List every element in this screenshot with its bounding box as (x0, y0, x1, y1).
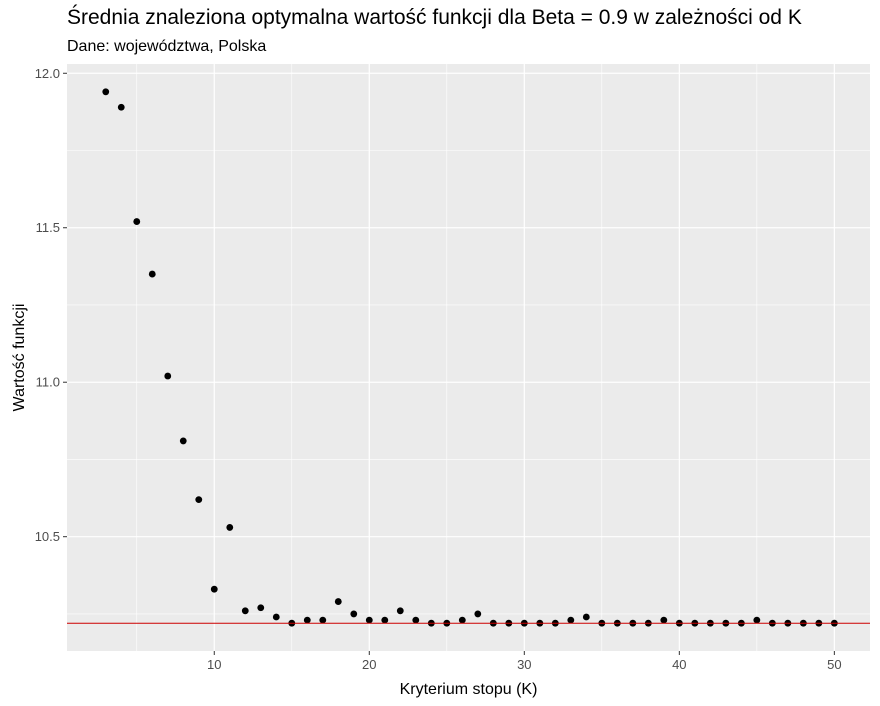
data-point (133, 218, 141, 225)
x-tick-label: 30 (517, 657, 531, 672)
data-point (660, 616, 668, 624)
data-point (458, 616, 466, 624)
data-point (381, 616, 389, 624)
chart-subtitle: Dane: województwa, Polska (67, 38, 267, 55)
data-point (102, 88, 110, 96)
minor-gridlines (67, 64, 870, 651)
data-point (210, 585, 218, 593)
y-axis-title: Wartość funkcji (11, 304, 28, 412)
data-point (582, 613, 590, 621)
data-point (753, 616, 761, 624)
y-tick-label: 11.0 (36, 375, 60, 390)
data-point (319, 616, 327, 624)
data-point (148, 270, 156, 278)
data-point (334, 598, 342, 605)
data-point (179, 437, 187, 445)
major-gridlines (67, 64, 870, 651)
data-point (272, 613, 280, 621)
x-axis: 10 20 30 40 50 (207, 651, 842, 672)
y-tick-label: 11.5 (36, 220, 60, 235)
data-point (164, 372, 172, 380)
data-point (350, 610, 358, 618)
x-tick-label: 10 (207, 657, 221, 672)
data-point (226, 524, 234, 531)
data-point (241, 607, 249, 615)
data-point (412, 616, 420, 624)
data-point (474, 610, 482, 618)
data-point (257, 604, 265, 612)
x-tick-label: 20 (362, 657, 376, 672)
data-point (117, 103, 125, 111)
data-point (195, 496, 203, 504)
data-point (365, 616, 373, 624)
plot-panel (67, 64, 870, 651)
data-point (303, 616, 311, 624)
data-point (567, 616, 575, 624)
x-tick-label: 50 (827, 657, 841, 672)
data-point (396, 607, 404, 615)
chart-title: Średnia znaleziona optymalna wartość fun… (67, 6, 802, 29)
x-axis-title: Kryterium stopu (K) (400, 681, 538, 698)
y-tick-label: 12.0 (35, 66, 60, 81)
x-tick-label: 40 (672, 657, 686, 672)
y-axis: 10.5 11.0 11.5 12.0 (35, 66, 67, 544)
y-tick-label: 10.5 (35, 529, 60, 544)
